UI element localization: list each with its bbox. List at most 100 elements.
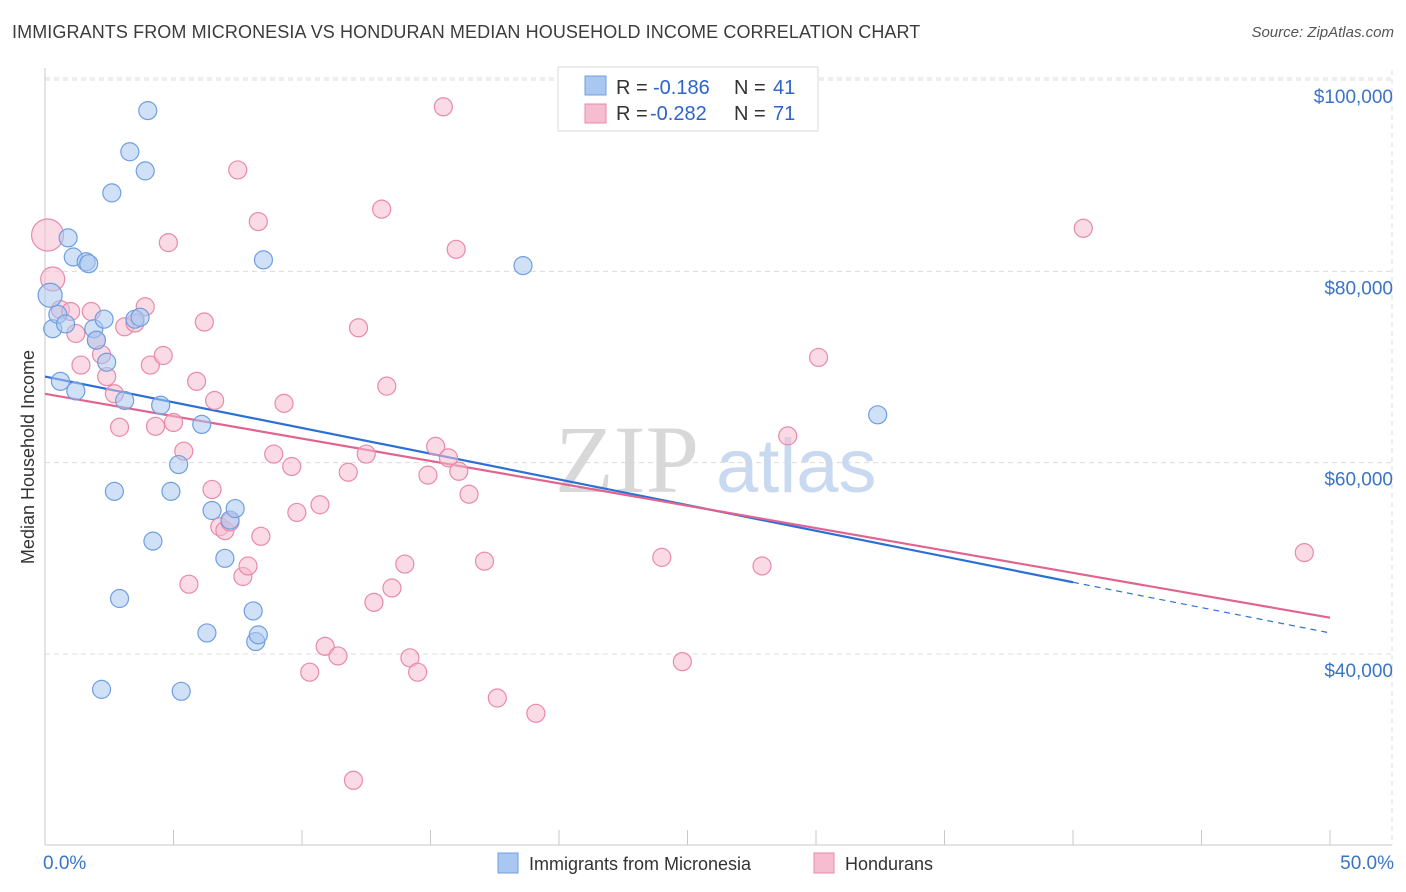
legend-n-label-blue: N = bbox=[734, 77, 766, 99]
data-point-pink bbox=[426, 436, 446, 457]
data-point-pink bbox=[1073, 218, 1093, 238]
data-point-pink bbox=[248, 211, 268, 232]
x-tick-label: 50.0% bbox=[1340, 853, 1394, 874]
data-point-blue bbox=[138, 101, 158, 121]
data-point-pink bbox=[251, 526, 271, 546]
legend-r-value-blue: -0.186 bbox=[653, 77, 710, 99]
series-legend: Immigrants from Micronesia Hondurans bbox=[497, 852, 933, 874]
data-point-pink bbox=[652, 547, 672, 567]
data-point-pink bbox=[153, 345, 173, 366]
data-point-blue bbox=[248, 625, 268, 645]
data-point-pink bbox=[343, 770, 363, 790]
data-point-blue bbox=[104, 481, 124, 501]
data-point-pink bbox=[282, 456, 302, 477]
data-point-blue bbox=[94, 309, 114, 329]
data-point-blue bbox=[50, 371, 71, 391]
data-point-pink bbox=[315, 636, 335, 656]
data-point-blue bbox=[215, 548, 235, 568]
data-point-pink bbox=[418, 465, 438, 485]
legend-r-label-blue: R = bbox=[616, 77, 648, 99]
data-point-pink bbox=[377, 376, 397, 396]
axes bbox=[44, 68, 1392, 846]
legend-n-label-pink: N = bbox=[734, 103, 766, 125]
data-point-pink bbox=[526, 703, 546, 723]
data-point-blue bbox=[86, 330, 107, 350]
data-point-blue bbox=[171, 681, 191, 701]
data-point-pink bbox=[71, 355, 91, 375]
legend-n-value-blue: 41 bbox=[773, 77, 795, 99]
data-point-pink bbox=[274, 393, 294, 413]
tick-labels: $40,000 $60,000 $80,000 $100,000 0.0% 50.0% bbox=[43, 87, 1394, 874]
data-point-blue bbox=[197, 623, 217, 643]
data-point-blue bbox=[192, 414, 212, 434]
data-point-pink bbox=[300, 662, 320, 682]
data-point-pink bbox=[364, 592, 384, 612]
trend-line-blue bbox=[44, 375, 1074, 584]
watermark-zip: ZIP bbox=[555, 406, 699, 513]
series-legend-label-pink: Hondurans bbox=[845, 854, 933, 874]
data-point-blue bbox=[135, 161, 155, 181]
data-point-pink bbox=[310, 495, 330, 515]
data-point-pink bbox=[238, 556, 258, 576]
points-micronesia bbox=[37, 101, 888, 701]
y-tick-label: $40,000 bbox=[1324, 661, 1393, 682]
data-point-blue bbox=[97, 352, 117, 372]
data-point-pink bbox=[372, 199, 392, 219]
data-point-pink bbox=[194, 312, 214, 332]
legend-swatch-pink bbox=[584, 103, 607, 124]
data-point-blue bbox=[868, 405, 888, 425]
points-hondurans bbox=[30, 97, 1314, 790]
data-point-blue bbox=[66, 381, 86, 401]
stats-legend: R = -0.186 N = 41 R = -0.282 N = 71 bbox=[557, 66, 819, 132]
chart-title: IMMIGRANTS FROM MICRONESIA VS HONDURAN M… bbox=[12, 22, 921, 42]
data-point-pink bbox=[446, 239, 466, 259]
source-credit: Source: ZipAtlas.com bbox=[1251, 24, 1394, 41]
data-point-blue bbox=[513, 255, 533, 276]
data-point-pink bbox=[382, 578, 402, 598]
data-point-pink bbox=[449, 461, 469, 481]
data-point-blue bbox=[161, 481, 181, 501]
series-legend-swatch-pink bbox=[813, 852, 835, 874]
data-point-blue bbox=[130, 307, 150, 327]
data-point-pink bbox=[438, 448, 459, 468]
x-tick-label: 0.0% bbox=[43, 853, 86, 874]
data-point-blue bbox=[58, 228, 78, 248]
legend-swatch-blue bbox=[584, 75, 607, 96]
y-tick-label: $100,000 bbox=[1314, 87, 1393, 108]
watermark: ZIP atlas bbox=[555, 406, 877, 513]
trend-lines bbox=[44, 375, 1331, 634]
data-point-pink bbox=[202, 479, 222, 500]
legend-r-value-pink: -0.282 bbox=[650, 103, 707, 125]
data-point-blue bbox=[120, 142, 140, 162]
data-point-blue bbox=[55, 314, 76, 334]
y-tick-label: $80,000 bbox=[1324, 278, 1393, 299]
data-point-pink bbox=[145, 416, 166, 436]
data-point-pink bbox=[338, 462, 358, 482]
data-point-pink bbox=[163, 412, 184, 433]
data-point-pink bbox=[287, 502, 307, 523]
data-point-pink bbox=[348, 318, 369, 338]
data-point-pink bbox=[187, 371, 207, 391]
data-point-pink bbox=[30, 218, 65, 252]
data-point-pink bbox=[808, 347, 829, 368]
data-point-pink bbox=[408, 662, 428, 682]
data-point-blue bbox=[202, 500, 222, 521]
y-tick-label: $60,000 bbox=[1324, 470, 1393, 491]
data-point-pink bbox=[158, 233, 178, 253]
data-point-pink bbox=[205, 390, 225, 411]
data-point-pink bbox=[228, 160, 248, 180]
data-point-blue bbox=[115, 390, 135, 411]
data-point-blue bbox=[109, 588, 130, 609]
trend-line-extension-blue bbox=[1072, 581, 1331, 634]
data-point-blue bbox=[225, 498, 245, 519]
data-point-pink bbox=[356, 444, 376, 464]
data-point-blue bbox=[253, 250, 274, 270]
data-point-pink bbox=[487, 688, 507, 708]
data-point-blue bbox=[37, 282, 63, 308]
data-point-blue bbox=[91, 679, 112, 699]
y-axis-title: Median Household Income bbox=[18, 350, 38, 564]
series-legend-label-blue: Immigrants from Micronesia bbox=[529, 854, 752, 874]
data-point-pink bbox=[395, 554, 415, 574]
data-point-pink bbox=[179, 574, 199, 594]
